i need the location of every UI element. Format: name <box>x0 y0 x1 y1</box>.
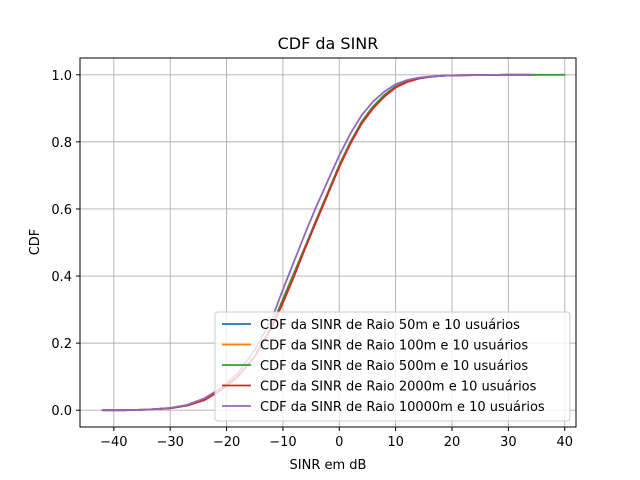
axis-ticks: −40 −30 −20 −10 0 10 20 30 40 0.0 0.2 0.4 0.6 0.8 1.0 <box>51 69 573 450</box>
legend-label: CDF da SINR de Raio 100m e 10 usuários <box>260 339 528 354</box>
x-tick-label: 30 <box>500 435 517 450</box>
legend-box <box>214 311 571 422</box>
chart-title: CDF da SINR <box>278 34 379 53</box>
y-tick-label: 0.6 <box>51 203 72 218</box>
legend-label: CDF da SINR de Raio 10000m e 10 usuários <box>260 400 545 415</box>
x-tick-label: −20 <box>213 435 240 450</box>
x-tick-label: 0 <box>335 435 343 450</box>
x-tick-label: −30 <box>156 435 183 450</box>
plot-frame <box>79 57 577 428</box>
x-tick-label: −10 <box>269 435 296 450</box>
x-tick-label: 20 <box>444 435 461 450</box>
series-lines <box>101 73 566 412</box>
x-tick-label: 40 <box>556 435 573 450</box>
legend-label: CDF da SINR de Raio 500m e 10 usuários <box>260 359 528 374</box>
y-tick-label: 1.0 <box>51 69 72 84</box>
y-tick-label: 0.2 <box>51 337 72 352</box>
legend-label: CDF da SINR de Raio 50m e 10 usuários <box>260 318 520 333</box>
legend-label: CDF da SINR de Raio 2000m e 10 usuários <box>260 380 537 395</box>
y-tick-label: 0.8 <box>51 136 72 151</box>
x-tick-label: 10 <box>387 435 404 450</box>
y-tick-label: 0.4 <box>51 270 72 285</box>
x-axis-label: SINR em dB <box>290 458 367 473</box>
y-tick-label: 0.0 <box>51 404 72 419</box>
legend: CDF da SINR de Raio 50m e 10 usuários CDF… <box>214 311 571 422</box>
y-axis-label: CDF <box>28 229 43 256</box>
x-tick-label: −40 <box>100 435 127 450</box>
series-line-5 <box>101 73 532 412</box>
